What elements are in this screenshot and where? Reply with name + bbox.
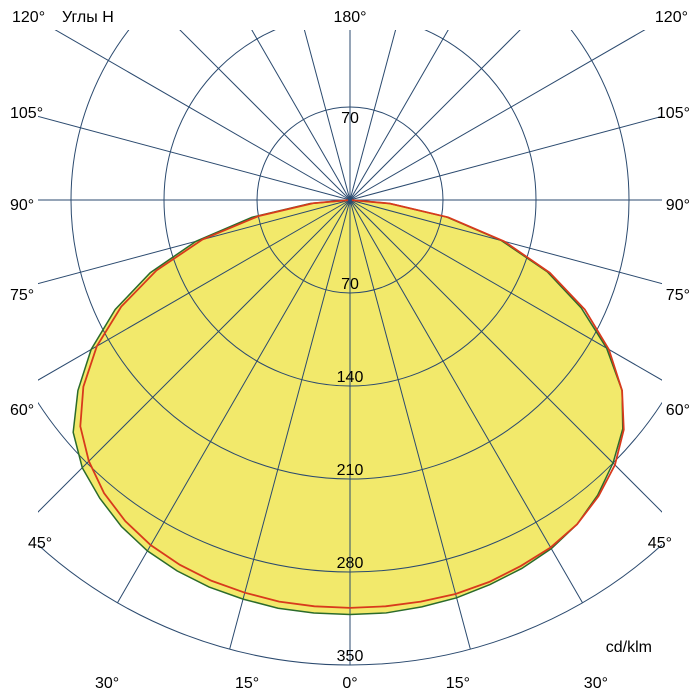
ring-label: 350 [337, 648, 364, 665]
radial-line [350, 80, 700, 200]
angle-label-right: 45° [648, 535, 672, 552]
radial-line [21, 0, 350, 200]
ring-label: 210 [337, 462, 364, 479]
angle-label-left: 15° [235, 675, 259, 692]
angle-label-left: 30° [95, 675, 119, 692]
ring-label-upper: 70 [341, 110, 359, 127]
radial-line [118, 0, 351, 200]
angle-label-left: 105° [10, 105, 43, 122]
radial-line [350, 0, 583, 200]
radial-line [350, 0, 679, 200]
angle-label-right: 105° [657, 105, 690, 122]
angle-label-left: 60° [10, 402, 34, 419]
ring-label: 280 [337, 555, 364, 572]
angle-label-right: 30° [584, 675, 608, 692]
ring-label: 140 [337, 369, 364, 386]
radial-line [230, 0, 350, 200]
radial-line [350, 0, 700, 200]
radial-line [0, 80, 350, 200]
unit-label: cd/klm [606, 639, 652, 656]
angle-label-left: 45° [28, 535, 52, 552]
ring-label: 70 [341, 276, 359, 293]
angle-label-right: 75° [666, 287, 690, 304]
angle-label-right: 60° [666, 402, 690, 419]
angle-label-left: 75° [10, 287, 34, 304]
angle-label-right: 15° [446, 675, 470, 692]
angle-label-right: 90° [666, 197, 690, 214]
radial-line [350, 0, 470, 200]
angle-label-left: 120° [12, 9, 45, 26]
polar-chart: 70 140 210 280 350 70 120° 105° 90° 75° 60° 45° 30° 1… [0, 0, 700, 700]
angle-label-right: 120° [655, 9, 688, 26]
radial-line [0, 0, 350, 200]
angle-label-top: 180° [333, 9, 366, 26]
angle-label-left: 90° [10, 197, 34, 214]
chart-title: Углы H [62, 9, 114, 26]
series-yellow-fill [73, 200, 623, 615]
angle-label-bottom: 0° [342, 675, 357, 692]
